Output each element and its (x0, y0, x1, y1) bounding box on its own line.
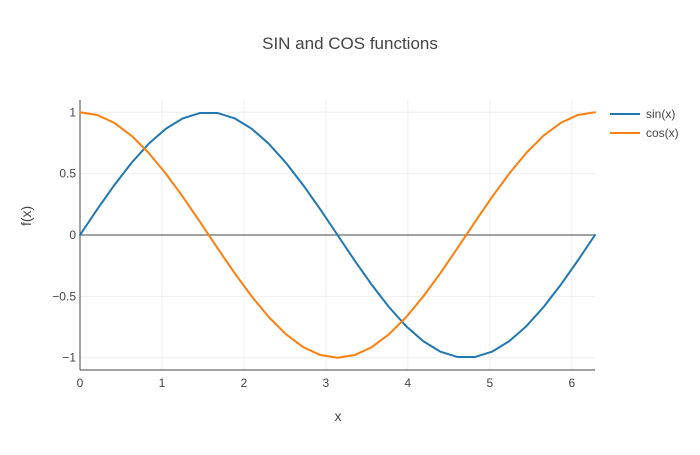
chart-title: SIN and COS functions (262, 34, 438, 53)
y-tick-label: 1 (69, 105, 76, 119)
y-tick-label: −0.5 (52, 289, 76, 303)
legend-label-0: sin(x) (646, 107, 675, 121)
x-tick-label: 1 (159, 376, 166, 390)
x-axis-label: x (334, 408, 342, 424)
y-tick-label: 0 (69, 228, 76, 242)
legend-layer: sin(x) cos(x) (610, 107, 679, 140)
x-tick-label: 4 (405, 376, 412, 390)
legend-label-1: cos(x) (646, 126, 679, 140)
series-line-1 (79, 111, 596, 359)
y-axis-label: f(x) (18, 205, 34, 226)
y-tick-label: −1 (62, 351, 76, 365)
series-layer (79, 111, 596, 359)
y-tick-label: 0.5 (59, 167, 76, 181)
series-line-0 (79, 111, 596, 359)
x-tick-label: 2 (241, 376, 248, 390)
x-tick-label: 3 (323, 376, 330, 390)
x-tick-label: 0 (77, 376, 84, 390)
tick-label-layer: 0 1 2 3 4 5 6 −1 −0.5 0 0.5 1 (52, 105, 575, 390)
x-tick-label: 6 (568, 376, 575, 390)
x-tick-label: 5 (486, 376, 493, 390)
